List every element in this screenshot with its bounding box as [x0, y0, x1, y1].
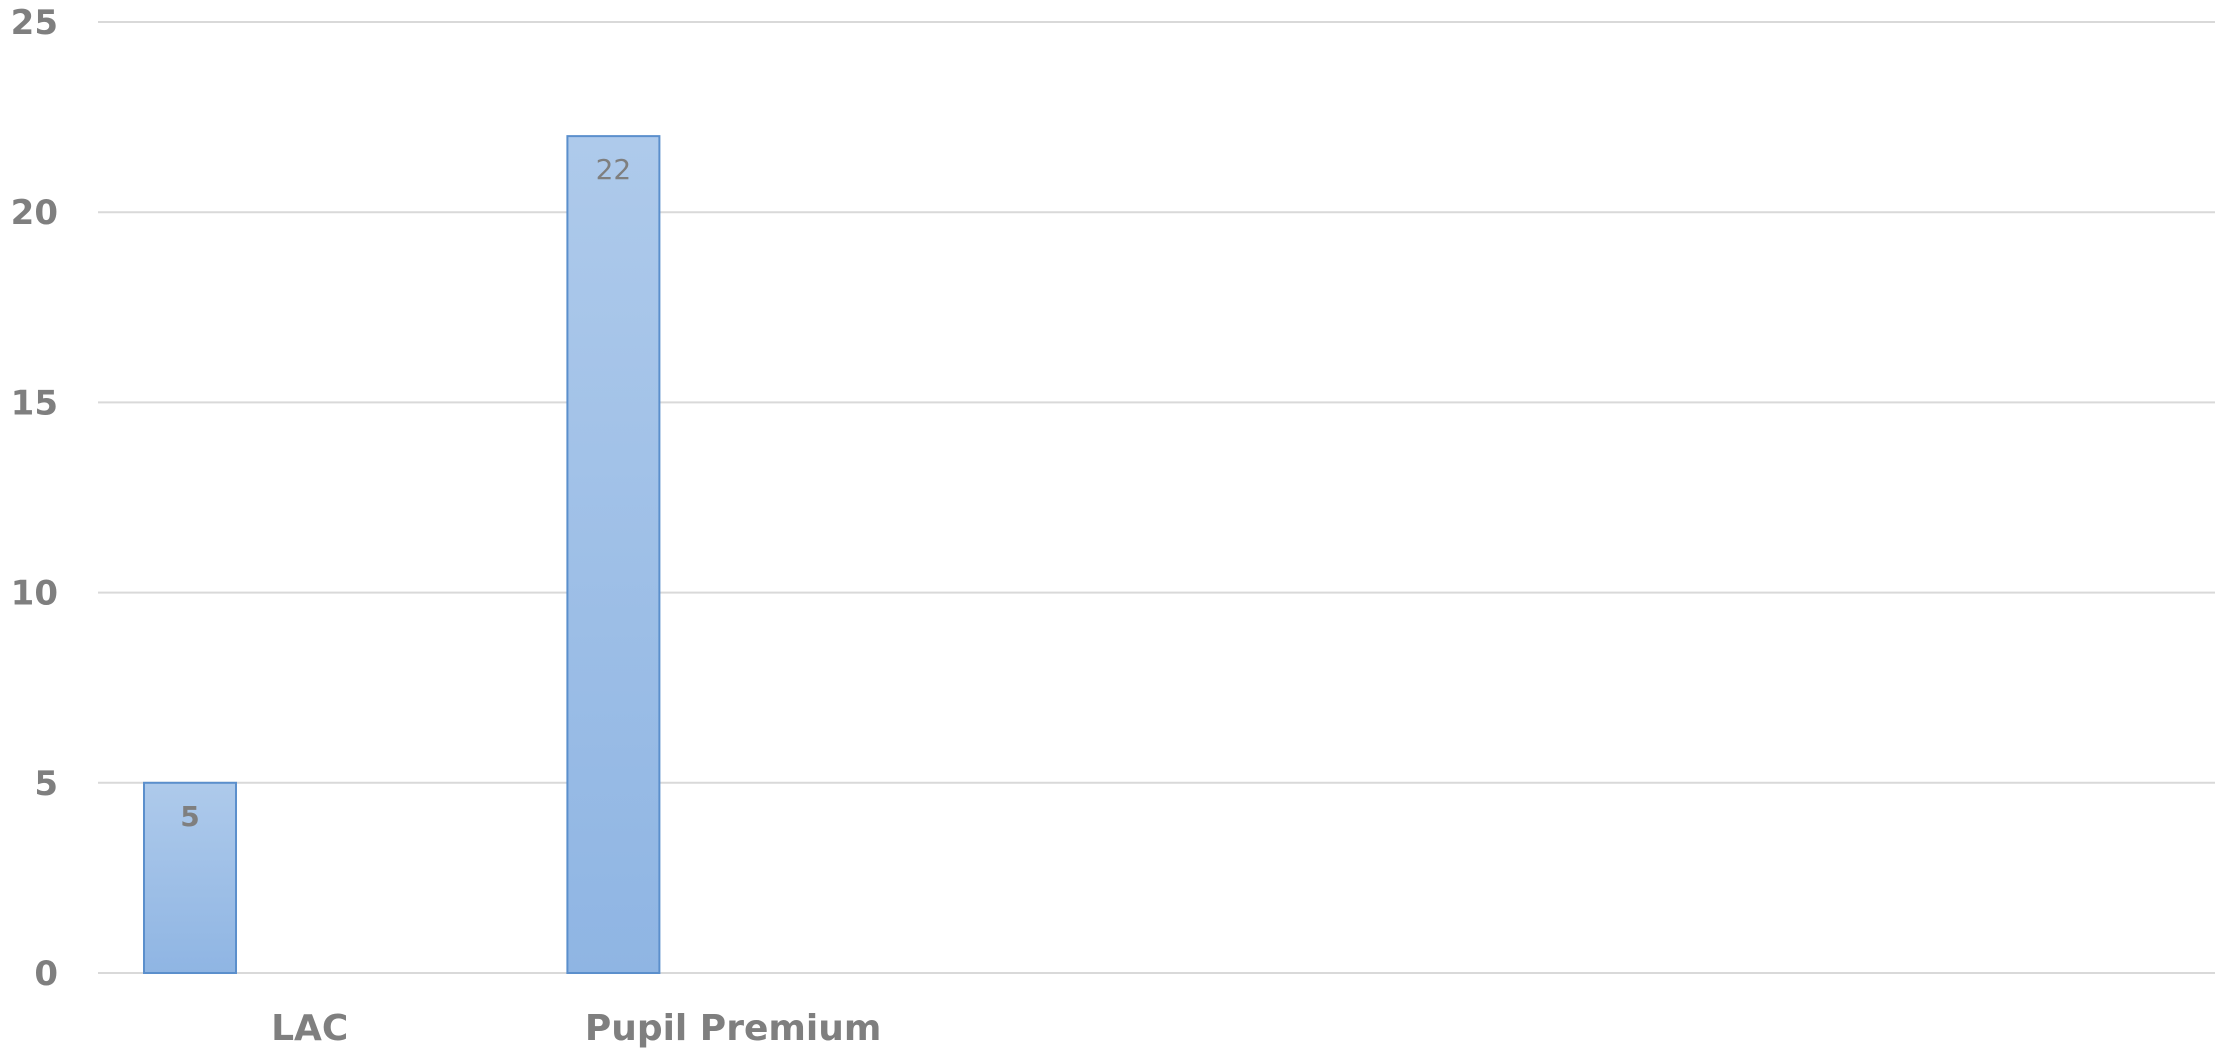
- bar-pupil-premium: [566, 135, 661, 974]
- bars: [143, 135, 661, 974]
- y-tick-label: 20: [11, 193, 58, 233]
- gridlines: [98, 21, 2215, 974]
- data-labels: 5 22: [180, 153, 631, 833]
- data-label: 5: [180, 800, 199, 833]
- y-tick-label: 15: [11, 383, 58, 423]
- x-tick-label: Pupil Premium: [585, 1008, 882, 1049]
- y-tick-label: 25: [11, 3, 58, 43]
- y-axis: 0 5 10 15 20 25: [11, 3, 58, 994]
- bar-lac: [143, 781, 237, 974]
- y-tick-label: 5: [34, 764, 58, 804]
- x-axis: LAC Pupil Premium: [271, 1008, 881, 1049]
- y-tick-label: 10: [11, 574, 58, 614]
- y-tick-label: 0: [34, 954, 58, 994]
- x-tick-label: LAC: [271, 1008, 348, 1049]
- data-label: 22: [596, 153, 632, 186]
